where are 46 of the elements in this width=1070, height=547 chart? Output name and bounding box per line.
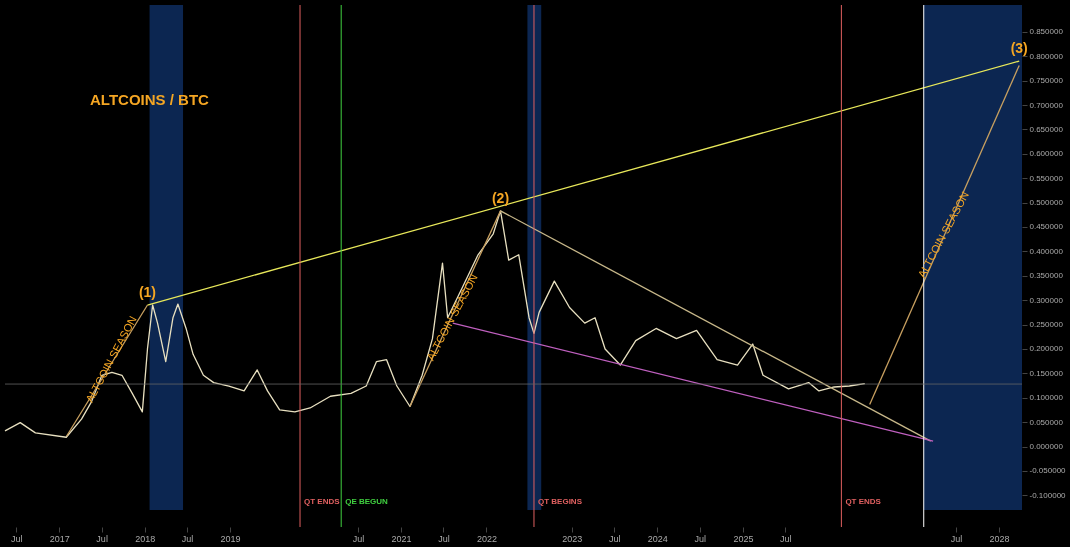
ref-line-label: QE BEGUN (345, 497, 389, 506)
y-tick-label: 0.000000 (1029, 442, 1064, 451)
y-tick-label: 0.850000 (1029, 27, 1064, 37)
x-tick-label: 2024 (647, 533, 668, 544)
x-tick-label: Jul (181, 533, 194, 544)
y-tick-label: 0.400000 (1029, 246, 1064, 256)
y-tick-label: 0.300000 (1029, 295, 1064, 305)
ref-line-label: QT ENDS (845, 497, 882, 506)
ref-line-label: QT BEGINS (537, 497, 583, 506)
y-tick-label: 0.150000 (1029, 368, 1064, 378)
x-tick-label: 2023 (562, 533, 583, 544)
y-tick-label: 0.350000 (1029, 271, 1064, 281)
y-tick-label: 0.200000 (1029, 344, 1064, 354)
y-tick-label: 0.600000 (1029, 149, 1064, 159)
y-tick-label: 0.650000 (1029, 124, 1064, 134)
x-tick-label: 2028 (989, 533, 1010, 544)
x-tick-label: Jul (10, 533, 23, 544)
y-tick-label: 0.750000 (1029, 76, 1064, 86)
y-tick-label: 0.550000 (1029, 173, 1064, 183)
annotation: (1) (138, 284, 157, 301)
annotation: (2) (491, 189, 510, 206)
y-tick-label: 0.700000 (1029, 100, 1064, 110)
y-tick-label: 0.800000 (1029, 51, 1064, 61)
x-tick-label: 2018 (135, 533, 156, 544)
y-tick-label: 0.450000 (1029, 222, 1064, 232)
x-tick-label: Jul (950, 533, 963, 544)
ref-line-label: QT ENDS (304, 497, 341, 506)
annotation: (3) (1010, 40, 1028, 57)
x-tick-label: 2017 (49, 533, 70, 544)
text: ALTCOINS / BTC (90, 91, 210, 108)
y-tick-label: 0.250000 (1029, 320, 1064, 330)
x-tick-label: Jul (352, 533, 365, 544)
x-tick-label: Jul (694, 533, 707, 544)
x-tick-label: Jul (608, 533, 621, 544)
y-tick-label: -0.100000 (1029, 490, 1067, 500)
x-tick-label: 2019 (220, 533, 241, 544)
x-tick-label: Jul (438, 533, 450, 544)
y-tick-label: 0.500000 (1029, 198, 1064, 208)
x-tick-label: Jul (96, 533, 108, 544)
y-tick-label: 0.050000 (1029, 417, 1064, 427)
x-tick-label: Jul (779, 533, 792, 544)
y-tick-label: 0.100000 (1029, 393, 1064, 403)
y-tick-label: -0.050000 (1029, 466, 1067, 476)
x-tick-label: 2022 (476, 533, 497, 544)
x-tick-label: 2025 (733, 533, 754, 544)
x-tick-label: 2021 (391, 533, 412, 544)
